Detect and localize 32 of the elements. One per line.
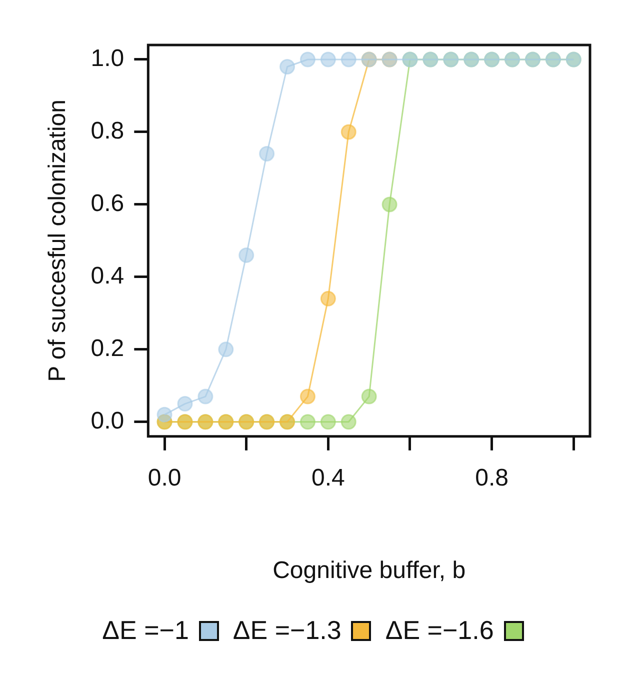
point: [361, 388, 377, 404]
point: [177, 396, 193, 412]
y-tick-label: 0.4: [90, 262, 124, 290]
y-tick-label: 0.6: [90, 190, 124, 218]
point: [320, 414, 336, 430]
point: [300, 52, 316, 68]
legend-label: ΔE =−1: [102, 615, 189, 646]
point: [300, 414, 316, 430]
point: [340, 414, 356, 430]
point: [340, 52, 356, 68]
y-tick-label: 0.8: [90, 118, 124, 145]
legend-label: ΔE =−1.3: [232, 615, 342, 646]
point: [218, 342, 234, 358]
point: [156, 406, 172, 422]
x-axis-title: Cognitive buffer, b: [272, 557, 466, 584]
point: [238, 247, 254, 263]
x-tick-label: 0.8: [475, 464, 508, 492]
y-tick-label: 0.2: [90, 335, 124, 362]
point: [320, 290, 336, 306]
point: [382, 196, 398, 212]
point: [320, 52, 336, 68]
x-tick-label: 0.4: [311, 464, 345, 492]
legend-label: ΔE =−1.6: [385, 615, 494, 646]
point: [300, 388, 316, 404]
point: [198, 388, 214, 404]
point: [340, 124, 356, 140]
y-axis-title: P of succesful colonization: [44, 100, 72, 382]
point: [259, 146, 275, 162]
point: [280, 58, 296, 74]
y-tick-label: 1.0: [90, 45, 124, 72]
y-tick-label: 0.0: [90, 408, 124, 435]
x-tick-label: 0.0: [148, 464, 182, 492]
